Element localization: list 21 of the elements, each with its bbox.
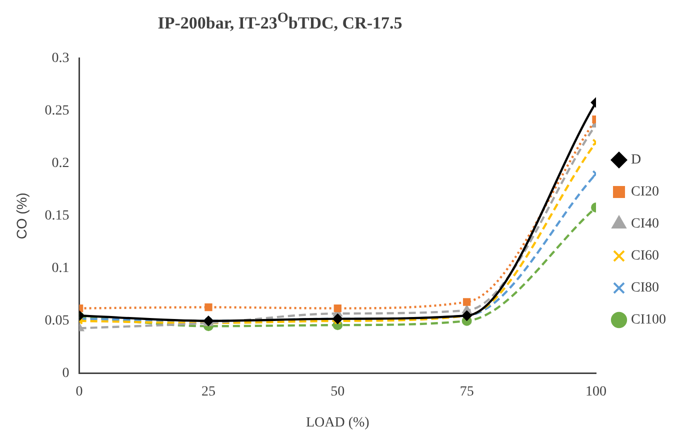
legend-label: CI20 — [631, 184, 659, 200]
y-tick-label: 0.1 — [52, 261, 70, 276]
y-tick-label: 0.05 — [44, 314, 70, 329]
x-axis-title: LOAD (%) — [306, 415, 370, 430]
legend-label: CI60 — [631, 248, 659, 264]
legend-label: CI40 — [631, 216, 659, 232]
y-tick-label: 0.3 — [52, 51, 70, 66]
x-tick-label: 75 — [460, 384, 474, 400]
x-tick-label: 25 — [201, 384, 216, 400]
legend-label: CI80 — [631, 280, 659, 296]
x-tick-label: 50 — [330, 384, 345, 400]
legend-label: D — [631, 152, 642, 168]
y-tick-label: 0.15 — [44, 208, 70, 224]
y-tick-label: 0 — [62, 366, 70, 382]
y-axis-title: CO (%) — [13, 192, 30, 240]
x-tick-label: 0 — [76, 384, 83, 400]
legend-label: CI100 — [631, 312, 666, 328]
y-tick-label: 0.25 — [44, 104, 70, 119]
y-tick-label: 0.2 — [52, 156, 70, 172]
x-tick-label: 100 — [586, 384, 606, 400]
chart-title: IP-200bar, IT-23$^{O}$bTDC, CR-17.5 — [156, 10, 404, 35]
